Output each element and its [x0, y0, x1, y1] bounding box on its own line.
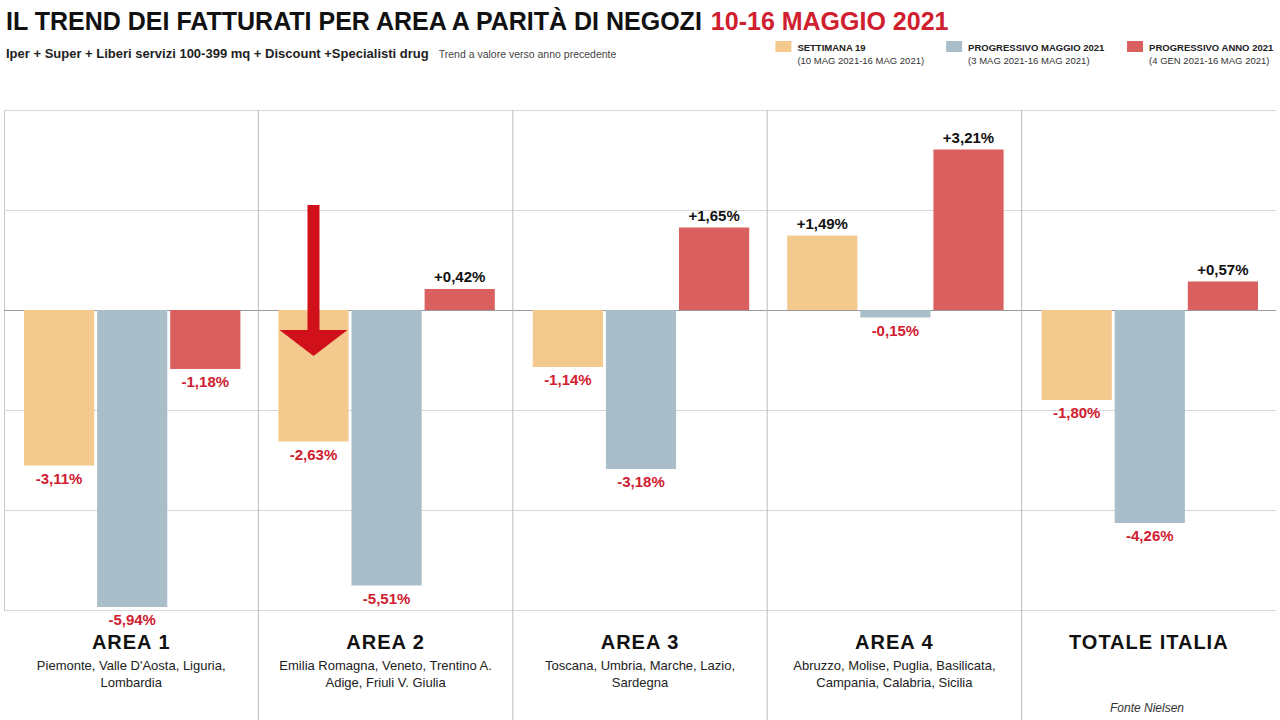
note-line: Toscana, Umbria, Marche, Lazio, — [545, 658, 735, 673]
data-labels: -3,11% -2,63% -1,14% +1,49% -1,80% -5,94% -5,5… — [36, 129, 1249, 629]
separator — [512, 110, 513, 720]
category-note: Piemonte, Valle D'Aosta, Liguria, Lombard… — [37, 658, 226, 690]
legend-label: PROGRESSIVO MAGGIO 2021 — [968, 42, 1105, 53]
bar — [679, 228, 749, 311]
bar — [1042, 310, 1112, 400]
separator — [1021, 110, 1022, 720]
note-line: Piemonte, Valle D'Aosta, Liguria, — [37, 658, 226, 673]
bar — [425, 289, 495, 310]
bar — [933, 150, 1003, 311]
bar — [1115, 310, 1185, 523]
note-line: Campania, Calabria, Sicilia — [816, 675, 973, 690]
data-label: -1,18% — [182, 373, 230, 390]
title-highlight: 10-16 MAGGIO 2021 — [711, 7, 949, 35]
data-label: -2,63% — [290, 446, 338, 463]
arrow — [279, 205, 347, 356]
y-tick — [4, 110, 1276, 111]
note-line: Sardegna — [612, 675, 669, 690]
subtitle-note: Trend a valore verso anno precedente — [439, 48, 617, 60]
grid-line — [4, 510, 1276, 511]
legend-swatch — [1127, 41, 1143, 52]
x-tick-label: TOTALE ITALIA — [1069, 631, 1229, 653]
bars — [24, 150, 1258, 608]
note-line: Lombardia — [100, 675, 162, 690]
data-label: +3,21% — [943, 129, 994, 146]
legend-period: (3 MAG 2021-16 MAG 2021) — [968, 55, 1089, 66]
bar — [787, 236, 857, 311]
x-axis: AREA 1 Piemonte, Valle D'Aosta, Liguria, L… — [37, 631, 1229, 690]
legend: SETTIMANA 19 (10 MAG 2021-16 MAG 2021) PRO… — [775, 41, 1274, 66]
y-tick — [4, 510, 1276, 511]
subtitle: Iper + Super + Liberi servizi 100-399 mq… — [6, 46, 429, 61]
bar — [860, 310, 930, 318]
legend-item: PROGRESSIVO MAGGIO 2021 (3 MAG 2021-16 MA… — [946, 41, 1105, 66]
data-label: -3,18% — [617, 473, 665, 490]
data-label: +1,49% — [797, 215, 848, 232]
chart-svg: IL TREND DEI FATTURATI PER AREA A PARITÀ… — [0, 0, 1280, 720]
legend-label: SETTIMANA 19 — [797, 42, 865, 53]
legend-label: PROGRESSIVO ANNO 2021 — [1149, 42, 1274, 53]
legend-swatch — [946, 41, 962, 52]
category-note: Abruzzo, Molise, Puglia, Basilicata, Camp… — [793, 658, 995, 690]
data-label: -1,80% — [1053, 404, 1101, 421]
legend-item: PROGRESSIVO ANNO 2021 (4 GEN 2021-16 MAG … — [1127, 41, 1274, 66]
separator — [258, 110, 259, 720]
x-tick-label: AREA 4 — [855, 631, 934, 653]
x-tick-label: AREA 3 — [601, 631, 680, 653]
title-main: IL TREND DEI FATTURATI PER AREA A PARITÀ… — [6, 7, 702, 35]
category-note: Emilia Romagna, Veneto, Trentino A. Adige… — [279, 658, 491, 690]
bar — [352, 310, 422, 586]
data-label: -4,26% — [1126, 527, 1174, 544]
data-label: +0,57% — [1197, 261, 1248, 278]
legend-period: (10 MAG 2021-16 MAG 2021) — [797, 55, 924, 66]
note-line: Adige, Friuli V. Giulia — [326, 675, 447, 690]
separator — [767, 110, 768, 720]
bar — [1188, 282, 1258, 311]
y-tick — [4, 210, 1276, 211]
x-tick-label: AREA 2 — [346, 631, 425, 653]
legend-swatch — [775, 41, 791, 52]
chart-root: IL TREND DEI FATTURATI PER AREA A PARITÀ… — [0, 0, 1280, 720]
y-tick — [4, 610, 1276, 611]
x-tick-label: AREA 1 — [92, 631, 171, 653]
legend-item: SETTIMANA 19 (10 MAG 2021-16 MAG 2021) — [775, 41, 924, 66]
legend-period: (4 GEN 2021-16 MAG 2021) — [1149, 55, 1269, 66]
data-label: +0,42% — [434, 268, 485, 285]
grid-line — [4, 110, 1276, 111]
axis-line — [4, 111, 5, 611]
bar — [170, 310, 240, 369]
bar — [606, 310, 676, 469]
data-label: -5,94% — [108, 611, 156, 628]
title: IL TREND DEI FATTURATI PER AREA A PARITÀ… — [6, 7, 949, 35]
data-label: +1,65% — [688, 207, 739, 224]
note-line: Emilia Romagna, Veneto, Trentino A. — [279, 658, 491, 673]
bar — [533, 310, 603, 367]
bar — [24, 310, 94, 466]
grid-line — [4, 610, 1276, 611]
data-label: -3,11% — [36, 470, 83, 487]
source: Fonte Nielsen — [1110, 701, 1184, 715]
note-line: Abruzzo, Molise, Puglia, Basilicata, — [793, 658, 995, 673]
grid-line — [4, 210, 1276, 211]
data-label: -0,15% — [872, 322, 920, 339]
data-label: -5,51% — [363, 590, 411, 607]
data-label: -1,14% — [544, 371, 592, 388]
category-note: Toscana, Umbria, Marche, Lazio, Sardegna — [545, 658, 735, 690]
y-axis — [4, 111, 1276, 611]
bar — [97, 310, 167, 607]
